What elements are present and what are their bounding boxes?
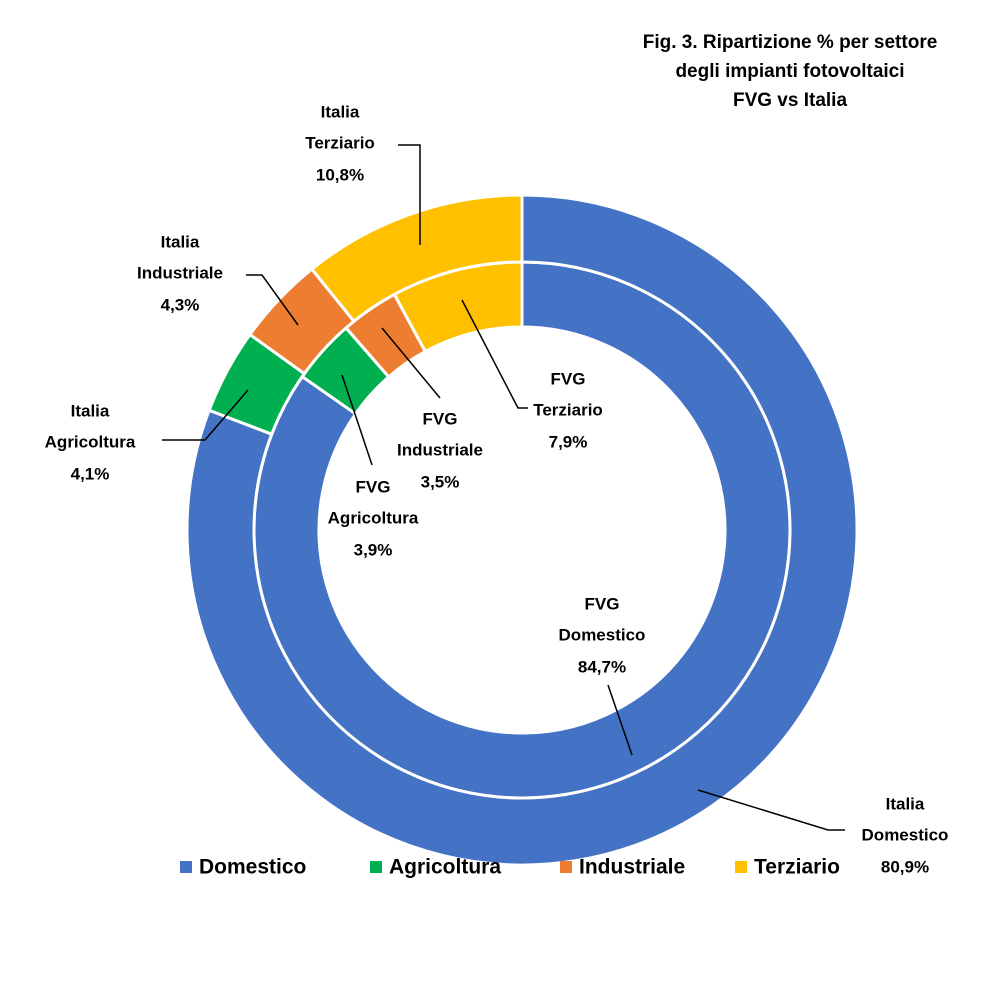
chart: Fig. 3. Ripartizione % per settore degli…	[0, 0, 997, 998]
category-label: Agricoltura	[328, 508, 419, 527]
value-label: 80,9%	[881, 857, 929, 876]
chart-title: FVG vs Italia	[733, 90, 847, 111]
value-label: 84,7%	[578, 657, 626, 676]
chart-title: degli impianti fotovoltaici	[675, 61, 904, 82]
legend-label: Industriale	[579, 856, 685, 879]
value-label: 3,9%	[354, 540, 393, 559]
series-label: Italia	[71, 401, 110, 420]
category-label: Agricoltura	[45, 432, 136, 451]
legend-label: Domestico	[199, 856, 306, 879]
series-label: FVG	[551, 369, 586, 388]
legend-label: Agricoltura	[389, 856, 501, 879]
series-label: FVG	[585, 594, 620, 613]
value-label: 4,3%	[161, 295, 200, 314]
category-label: Domestico	[862, 825, 949, 844]
category-label: Terziario	[533, 400, 603, 419]
category-label: Domestico	[559, 625, 646, 644]
legend-swatch	[735, 861, 747, 873]
series-label: Italia	[886, 794, 925, 813]
legend-swatch	[180, 861, 192, 873]
series-label: FVG	[423, 409, 458, 428]
category-label: Industriale	[397, 440, 483, 459]
leader-line	[698, 790, 845, 830]
legend-swatch	[370, 861, 382, 873]
series-label: Italia	[321, 102, 360, 121]
value-label: 7,9%	[549, 432, 588, 451]
value-label: 3,5%	[421, 472, 460, 491]
chart-title: Fig. 3. Ripartizione % per settore	[643, 32, 938, 53]
value-label: 10,8%	[316, 165, 364, 184]
series-label: Italia	[161, 232, 200, 251]
category-label: Terziario	[305, 133, 375, 152]
rings	[187, 195, 857, 865]
value-label: 4,1%	[71, 464, 110, 483]
legend-label: Terziario	[754, 856, 840, 879]
series-label: FVG	[356, 477, 391, 496]
category-label: Industriale	[137, 263, 223, 282]
legend-swatch	[560, 861, 572, 873]
